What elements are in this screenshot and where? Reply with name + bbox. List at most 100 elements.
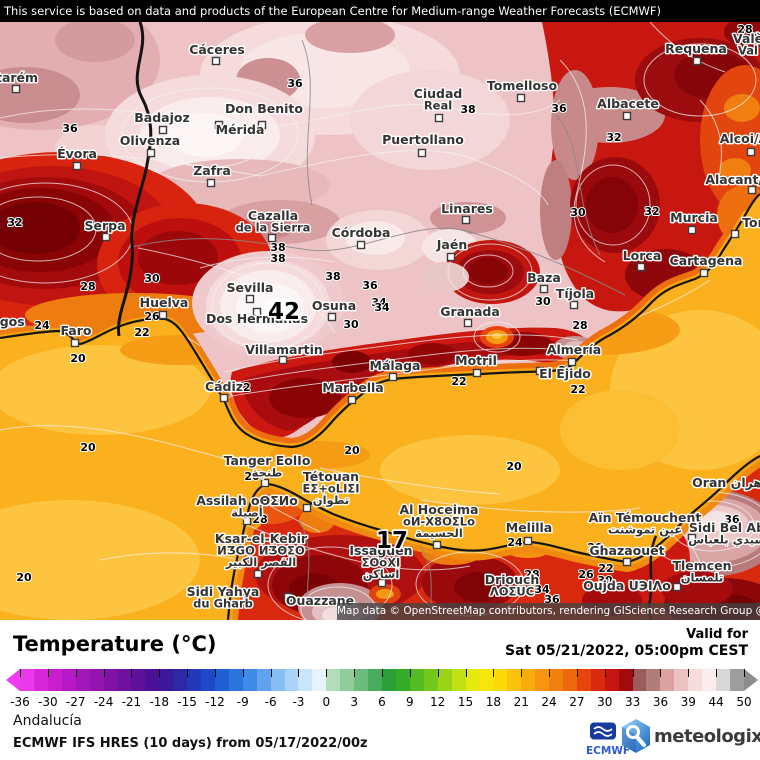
city-olivenza: Olivenza [118,132,182,158]
svg-text:Faro: Faro [61,323,92,338]
meteologix-logo[interactable]: meteologix.com [621,719,760,753]
valid-time-block: Valid for Sat 05/21/2022, 05:00pm CEST [505,627,748,659]
scale-tick-label: 3 [350,695,358,709]
svg-text:Lorca: Lorca [623,248,662,263]
city-marker-malaga [388,372,398,382]
city-marker-cartagena [699,268,709,278]
scale-tick-label: 33 [624,695,641,709]
city-marker-assilah [242,516,252,526]
city-murcia: Murcia [669,209,719,235]
svg-text:Aïn Témouchent: Aïn Témouchent [589,510,702,525]
contour-label: 36 [287,77,303,90]
svg-text:Ciudad: Ciudad [414,86,463,101]
city-marker-almeria [567,357,577,367]
svg-text:اساكن: اساكن [363,567,400,581]
city-marker-huelva [158,310,168,320]
service-banner: This service is based on data and produc… [0,0,760,22]
scale-tick-label: 21 [513,695,529,709]
svg-text:Dos Hermanas: Dos Hermanas [206,311,308,326]
contour-label: 30 [597,574,613,587]
contour-label: 26 [144,310,160,323]
model-run-label: ECMWF IFS HRES (10 days) from 05/17/2022… [13,736,368,751]
contour-label: 32 [606,131,621,144]
contour-label: 32 [644,205,659,218]
scale-cells [20,669,744,691]
city-marker-merida [214,120,224,130]
city-marker-ciudad-real [434,113,444,123]
contour-label: 36 [362,279,378,292]
svg-text:Murcia: Murcia [670,210,718,225]
city-baza: Baza [526,269,562,294]
svg-text:El Ejido: El Ejido [539,366,591,381]
coastline [0,193,760,620]
contour-label: 24 [34,319,50,332]
svg-text:Tíjola: Tíjola [556,286,594,301]
scale-tick-label: -18 [149,695,170,709]
svg-text:Osuna: Osuna [312,298,356,313]
city-labels: tarém Cáceres Don Benito Mérida Badajoz Olive… [0,30,760,612]
city-alacant: Alacant/A [704,171,760,195]
scale-tick-label: 50 [736,695,752,709]
city-marker-granada [463,318,473,328]
city-evora: Évora [56,145,98,171]
city-puertollano: Puertollano [381,131,466,158]
svg-text:de la Sierra: de la Sierra [236,221,311,235]
city-marker-issaguen [377,578,387,588]
city-faro: Faro [59,322,93,348]
city-marker-faro [70,338,80,348]
svg-text:ИƷGO ИƷΘΣO: ИƷGO ИƷΘΣO [217,544,305,558]
scale-tick-label: 27 [569,695,585,709]
city-malaga: Málaga [368,357,422,382]
city-marker-caceres [211,56,221,66]
svg-text:ΣOoXI: ΣOoXI [362,556,401,570]
city-marker-jaen [446,252,456,262]
scale-left-arrow [6,669,20,691]
svg-text:Huelva: Huelva [140,295,189,310]
city-cartagena: Cartagena [668,252,744,278]
contour-label: 20 [70,352,86,365]
city-marker-alcoi [746,147,756,157]
scale-right-arrow [744,669,758,691]
service-banner-text: This service is based on data and produc… [4,4,661,18]
city-requena: Requena [664,40,728,66]
city-granada: Granada [439,303,501,328]
city-zafra: Zafra [192,162,232,188]
scale-tick-label: -12 [205,695,225,709]
city-oujda: Oujda UЭIΛo [582,577,673,595]
svg-text:Tomelloso: Tomelloso [487,78,558,93]
valid-for-label: Valid for [686,627,748,642]
contour-label: 36 [551,102,567,115]
scale-tick-label: -15 [177,695,197,709]
temperature-map[interactable]: 36 36 38 36 32 28 32 38 38 30 28 26 24 22 20 20 38 36 34 30… [0,22,760,620]
contour-label: 38 [270,241,285,254]
ecmwf-logo[interactable]: ECMWF [586,722,630,757]
svg-text:سيدي بلعباس: سيدي بلعباس [688,533,760,547]
city-marker-baza [539,284,549,294]
meteologix-label: meteologix.com [654,725,760,747]
svg-text:Assilah oΘΣИo: Assilah oΘΣИo [196,493,298,508]
city-marker-tlemcen [672,582,682,592]
contour-label: 20 [80,441,96,454]
city-marker-zafra [206,178,216,188]
contour-label: 28 [80,280,95,293]
city-marker-ghazaouet [622,557,632,567]
city-marker-alacant [747,185,757,195]
contour-label: 30 [535,295,551,308]
city-albacete: Albacete [596,95,660,121]
city-marker-evora [72,161,82,171]
city-villamartin: Villamartin [244,341,324,365]
svg-text:Sidi Yahya: Sidi Yahya [187,584,260,599]
city-linares: Linares [440,200,494,225]
contour-label: 22 [134,326,149,339]
svg-text:Al Hoceima: Al Hoceima [400,502,479,517]
city-oran: Oran وهران [691,474,760,492]
scale-tick-label: 30 [597,695,613,709]
city-marker-tanger [260,478,270,488]
city-el-ejido: El Ejido [535,365,593,382]
city-badajoz: Badajoz [133,109,191,135]
